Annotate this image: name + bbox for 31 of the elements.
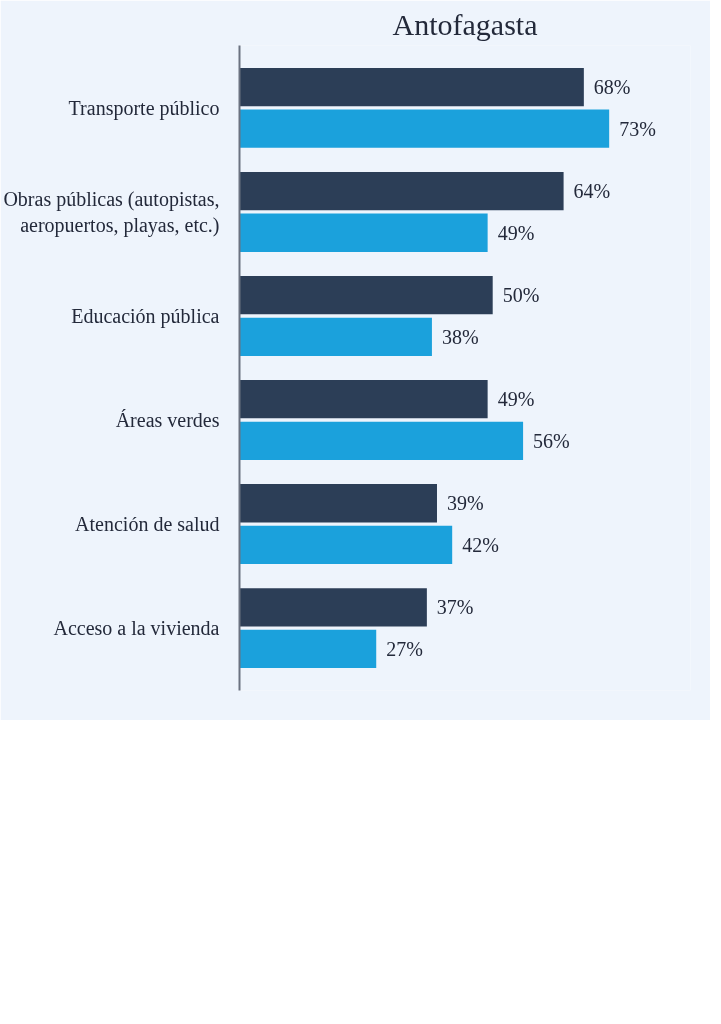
data-label: 56% [533, 429, 570, 452]
data-label: 50% [502, 284, 540, 307]
y-tick-label: Acceso a la vivienda [53, 617, 220, 640]
bar [239, 380, 488, 419]
bar [239, 317, 432, 356]
y-tick-label: Áreas verdes [115, 409, 220, 432]
data-label: 49% [497, 221, 535, 244]
y-tick-label: Educación pública [71, 304, 220, 328]
y-tick-label: Atención de salud [75, 513, 220, 536]
bar [239, 276, 493, 315]
data-label: 64% [573, 180, 611, 203]
data-label: 27% [386, 637, 423, 660]
data-label: 68% [593, 76, 631, 99]
data-label: 73% [619, 117, 656, 140]
bar [239, 588, 427, 627]
y-tick-label: Obras públicas (autopistas, aeropuertos, playas, etc.) [3, 187, 220, 238]
chart-title: Antofagasta [392, 7, 538, 41]
bar [239, 67, 584, 107]
data-label: 39% [447, 492, 484, 515]
data-label: 37% [436, 596, 474, 619]
bar [239, 109, 610, 148]
bar [239, 629, 377, 669]
bar [239, 172, 564, 211]
bar [239, 525, 453, 564]
y-tick-label: Transporte público [68, 96, 220, 120]
data-label: 38% [441, 325, 479, 348]
bar [239, 213, 488, 252]
bar [239, 484, 437, 523]
data-label: 42% [462, 533, 499, 556]
data-label: 49% [497, 388, 535, 411]
bar [239, 421, 524, 460]
